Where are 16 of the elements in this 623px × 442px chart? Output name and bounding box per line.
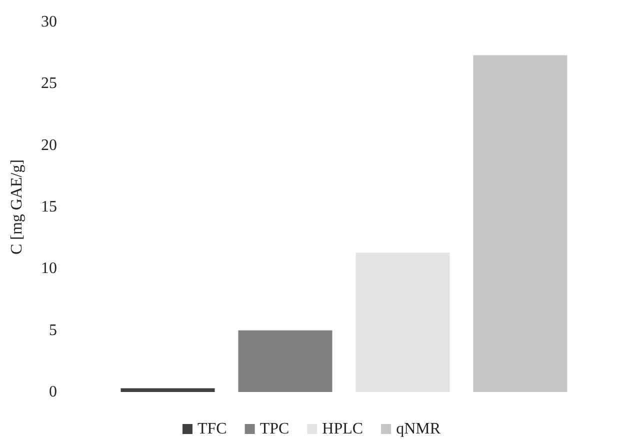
y-axis-title: C [mg GAE/g] [8,159,26,255]
legend-label: HPLC [322,420,364,438]
bar [120,388,215,392]
bar [356,252,450,392]
y-tick-label: 20 [41,136,57,154]
legend-label: qNMR [396,420,441,438]
y-tick-label: 5 [49,322,57,339]
legend-label: TFC [197,420,227,438]
legend-label: TPC [260,420,290,438]
y-tick-label: 0 [49,384,57,400]
y-tick-label: 30 [41,14,57,30]
bar [473,55,568,392]
y-tick-label: 10 [41,260,57,278]
y-tick-label: 25 [41,75,57,92]
bar [238,330,332,392]
y-tick-label: 15 [41,198,57,216]
